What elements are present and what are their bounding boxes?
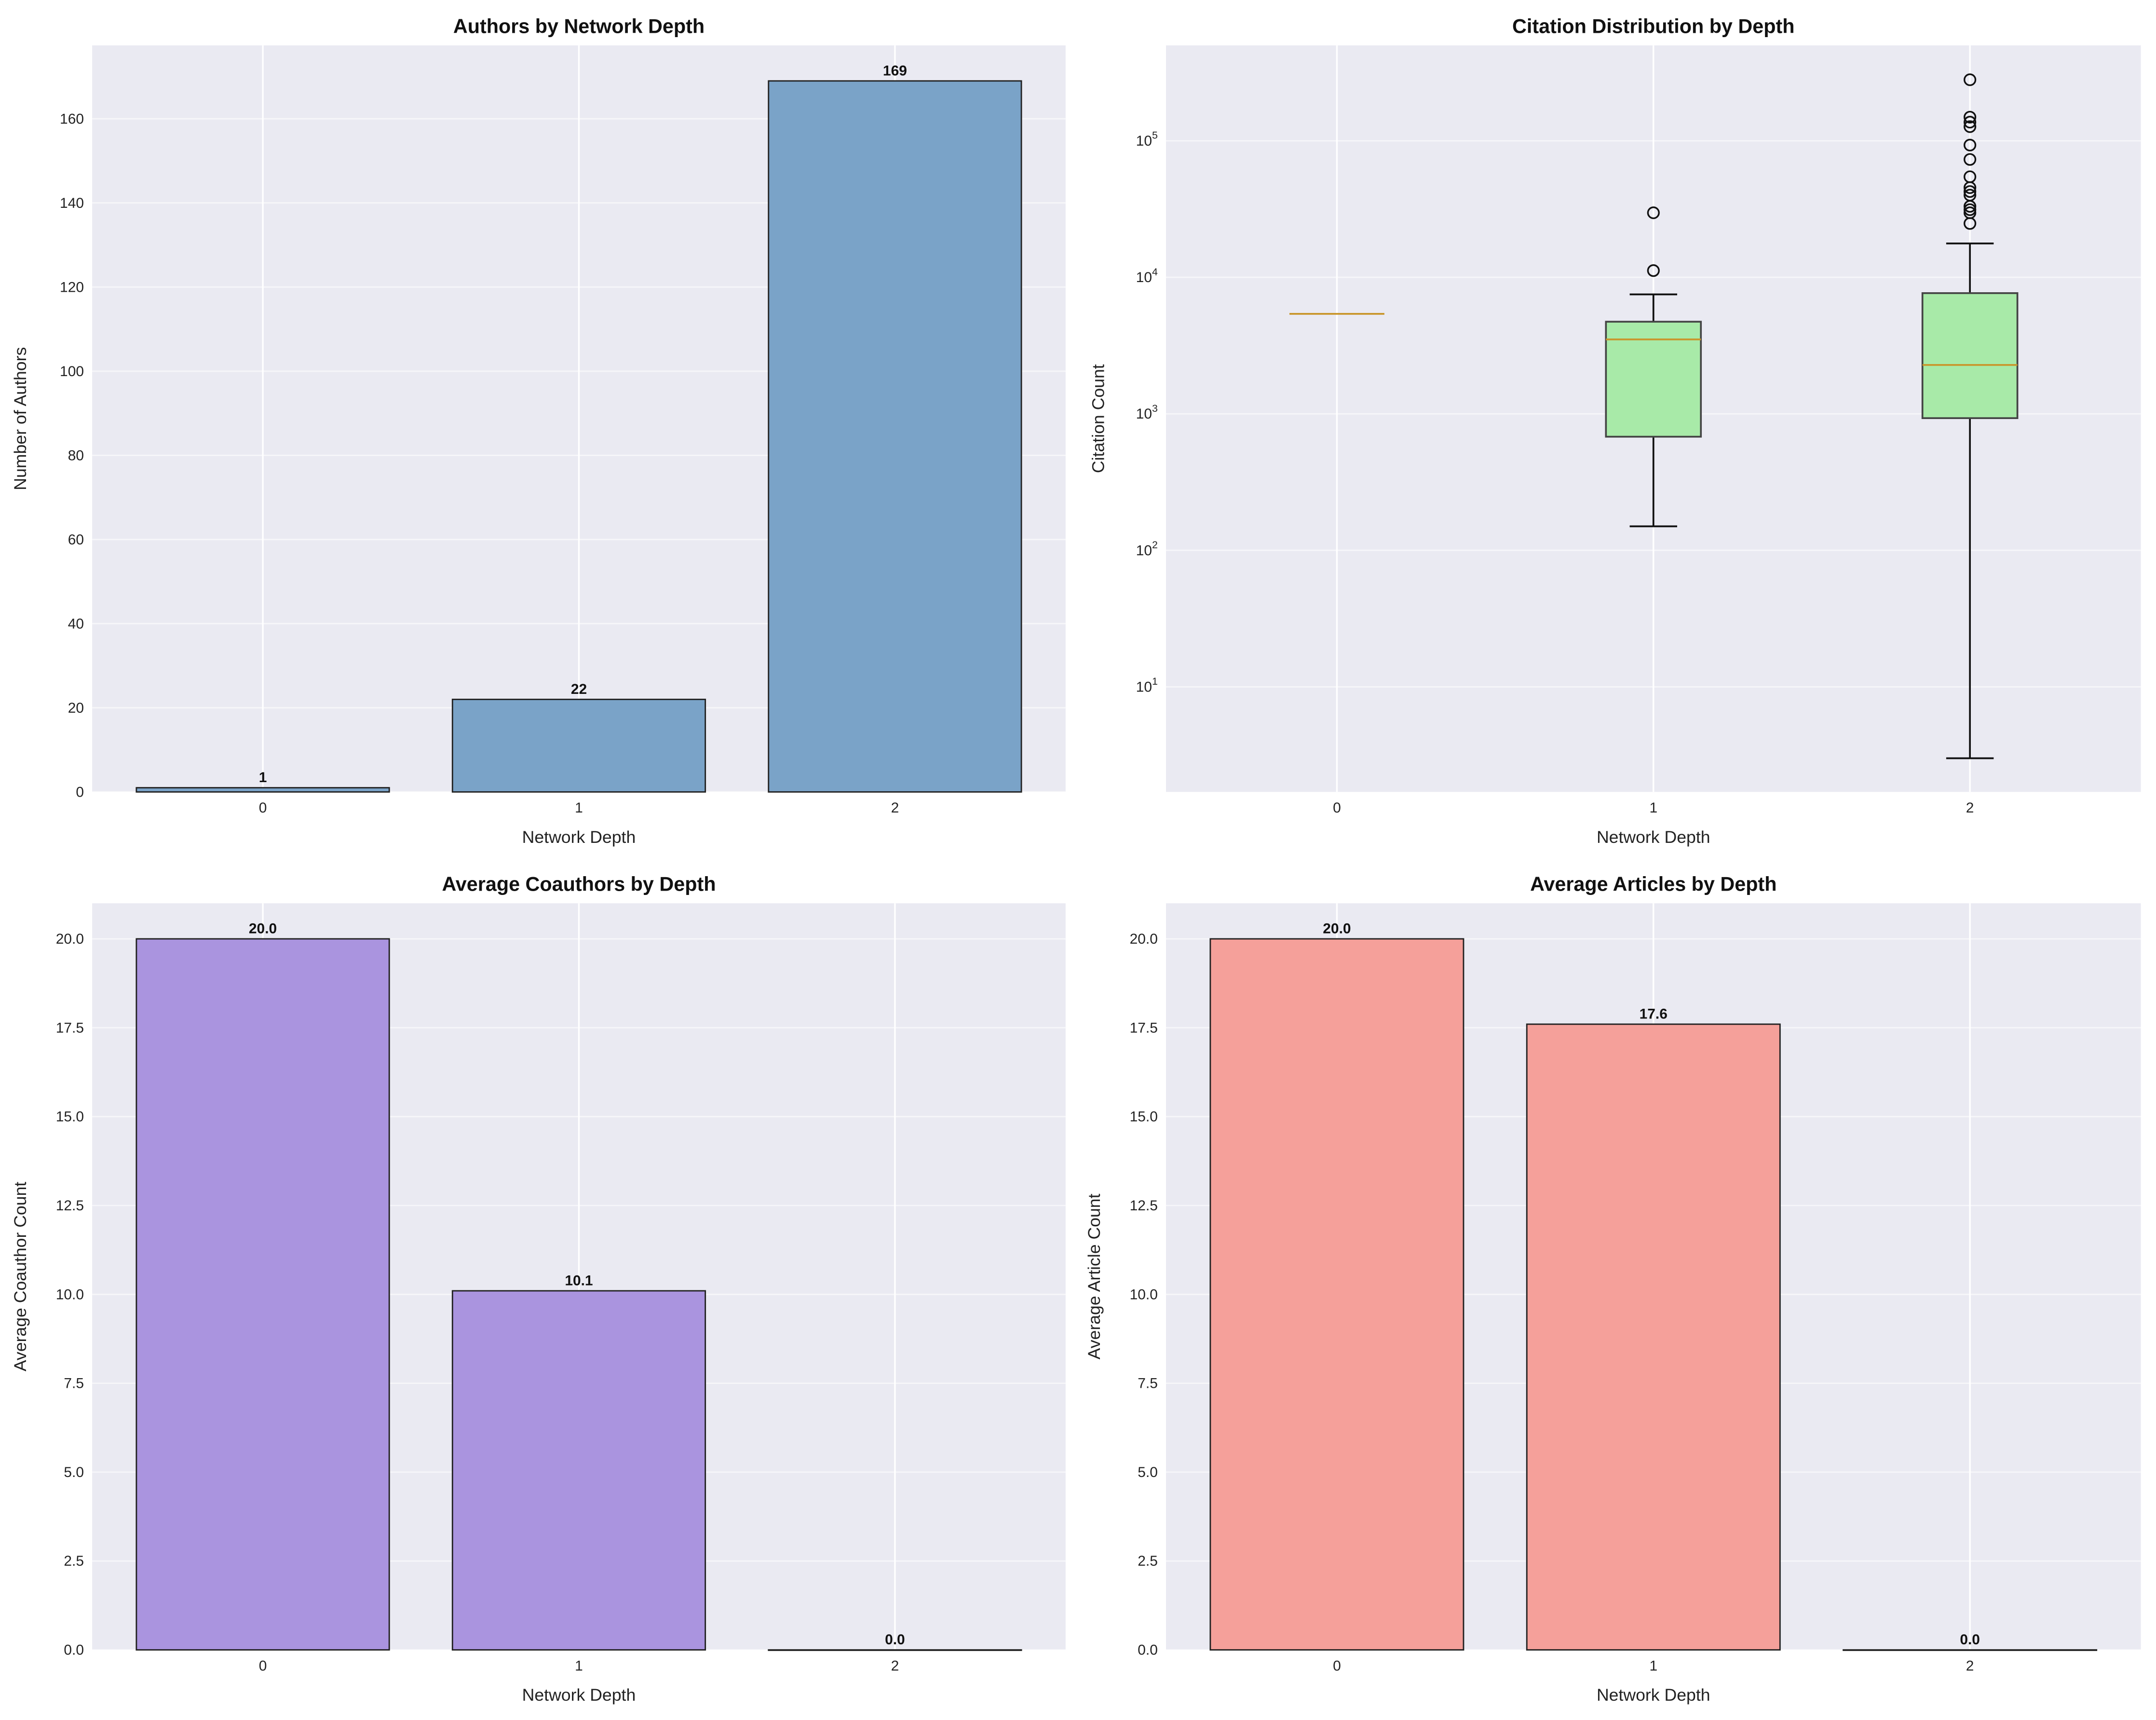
- x-tick-label: 1: [575, 1658, 583, 1674]
- outlier-point: [1964, 138, 1977, 152]
- box: [1921, 73, 2019, 759]
- x-tick-label: 1: [1649, 800, 1657, 816]
- chart-panel-1: 101 102 103 104 105 0 1 2 Citation Distribution …: [1089, 15, 2141, 847]
- bar-value-label: 22: [571, 681, 587, 697]
- y-axis-label: Number of Authors: [11, 347, 30, 490]
- box-iqr: [1605, 321, 1702, 438]
- outlier-point: [1964, 189, 1977, 202]
- y-tick-label: 20.0: [56, 931, 84, 947]
- chart-panel-2: 0.0 2.5 5.0 7.5 10.0 12.5 15.0 17.5 20.0 0 1 2 20.0 1…: [11, 873, 1066, 1705]
- y-tick-label: 160: [60, 111, 84, 127]
- y-tick-label: 15.0: [56, 1109, 84, 1125]
- y-axis-label: Average Article Count: [1085, 1193, 1104, 1359]
- bar: [451, 1290, 706, 1651]
- y-tick-label: 104: [1136, 266, 1158, 285]
- y-tick-label: 101: [1136, 676, 1158, 695]
- y-tick-label: 120: [60, 279, 84, 295]
- y-tick-label: 102: [1136, 539, 1158, 558]
- x-tick-label: 2: [891, 1658, 899, 1674]
- outlier-point: [1964, 73, 1977, 86]
- x-axis-label: Network Depth: [1597, 1685, 1710, 1705]
- chart-panel-3: 0.0 2.5 5.0 7.5 10.0 12.5 15.0 17.5 20.0 0 1 2 20.0 1…: [1085, 873, 2141, 1705]
- y-tick-label: 7.5: [64, 1376, 84, 1392]
- bar-value-label: 0.0: [885, 1632, 905, 1648]
- x-axis-label: Network Depth: [522, 1685, 636, 1705]
- y-tick-label: 10.0: [1130, 1287, 1158, 1302]
- y-tick-label: 7.5: [1138, 1376, 1158, 1392]
- bar-value-label: 0.0: [1960, 1632, 1980, 1648]
- chart-title: Average Articles by Depth: [1530, 873, 1776, 895]
- chart-title: Citation Distribution by Depth: [1512, 15, 1794, 37]
- y-tick-label: 20: [68, 700, 84, 716]
- bar: [451, 698, 706, 793]
- chart-title: Average Coauthors by Depth: [442, 873, 716, 895]
- x-axis-label: Network Depth: [522, 827, 636, 847]
- outlier-point: [1964, 170, 1977, 183]
- outlier-point: [1647, 264, 1660, 277]
- y-tick-label: 10.0: [56, 1287, 84, 1302]
- x-axis-label: Network Depth: [1597, 827, 1710, 847]
- bar: [768, 80, 1022, 793]
- y-tick-label: 40: [68, 616, 84, 632]
- y-tick-label: 17.5: [1130, 1020, 1158, 1036]
- outlier-point: [1964, 203, 1977, 216]
- box-iqr: [1921, 292, 2019, 420]
- x-tick-label: 0: [259, 800, 267, 816]
- x-tick-label: 0: [259, 1658, 267, 1674]
- y-tick-label: 2.5: [64, 1553, 84, 1569]
- y-tick-label: 80: [68, 447, 84, 463]
- bar: [1209, 938, 1464, 1651]
- x-tick-label: 2: [1966, 800, 1974, 816]
- y-tick-label: 15.0: [1130, 1109, 1158, 1125]
- bar-value-label: 169: [883, 63, 907, 79]
- bar-value-label: 20.0: [1323, 921, 1351, 937]
- outlier-point: [1964, 153, 1977, 166]
- y-axis-label: Average Coauthor Count: [11, 1182, 30, 1372]
- outlier-point: [1964, 120, 1977, 133]
- y-tick-label: 0: [76, 784, 84, 800]
- y-tick-label: 5.0: [1138, 1464, 1158, 1480]
- y-tick-label: 12.5: [1130, 1198, 1158, 1214]
- y-tick-label: 5.0: [64, 1464, 84, 1480]
- outlier-point: [1964, 116, 1977, 129]
- x-tick-label: 0: [1333, 1658, 1341, 1674]
- y-tick-label: 2.5: [1138, 1553, 1158, 1569]
- bar-value-label: 20.0: [249, 921, 277, 937]
- y-tick-label: 0.0: [64, 1642, 84, 1658]
- x-tick-label: 1: [1649, 1658, 1657, 1674]
- bar-value-label: 10.1: [565, 1273, 593, 1289]
- x-tick-label: 2: [1966, 1658, 1974, 1674]
- y-tick-label: 12.5: [56, 1198, 84, 1214]
- y-tick-label: 60: [68, 532, 84, 548]
- bar-value-label: 1: [259, 770, 267, 786]
- bar: [136, 787, 390, 793]
- outlier-point: [1964, 185, 1977, 198]
- bar: [768, 1649, 1022, 1651]
- x-tick-label: 0: [1333, 800, 1341, 816]
- y-tick-label: 103: [1136, 403, 1158, 422]
- box: [1605, 206, 1702, 528]
- y-tick-label: 140: [60, 195, 84, 211]
- bar: [1843, 1649, 2098, 1651]
- y-tick-label: 105: [1136, 130, 1158, 149]
- y-tick-label: 20.0: [1130, 931, 1158, 947]
- x-tick-label: 2: [891, 800, 899, 816]
- y-tick-label: 0.0: [1138, 1642, 1158, 1658]
- bar: [136, 938, 390, 1651]
- bar: [1526, 1023, 1781, 1651]
- outlier-point: [1647, 206, 1660, 219]
- y-tick-label: 100: [60, 364, 84, 379]
- y-tick-label: 17.5: [56, 1020, 84, 1036]
- chart-title: Authors by Network Depth: [453, 15, 705, 37]
- x-tick-label: 1: [575, 800, 583, 816]
- bar-value-label: 17.6: [1640, 1006, 1668, 1022]
- outlier-point: [1964, 110, 1977, 124]
- y-axis-label: Citation Count: [1089, 364, 1108, 473]
- chart-panel-0: 0 20 40 60 80 100 120 140 160 0 1 2 1 22 169 Authors by…: [11, 15, 1066, 847]
